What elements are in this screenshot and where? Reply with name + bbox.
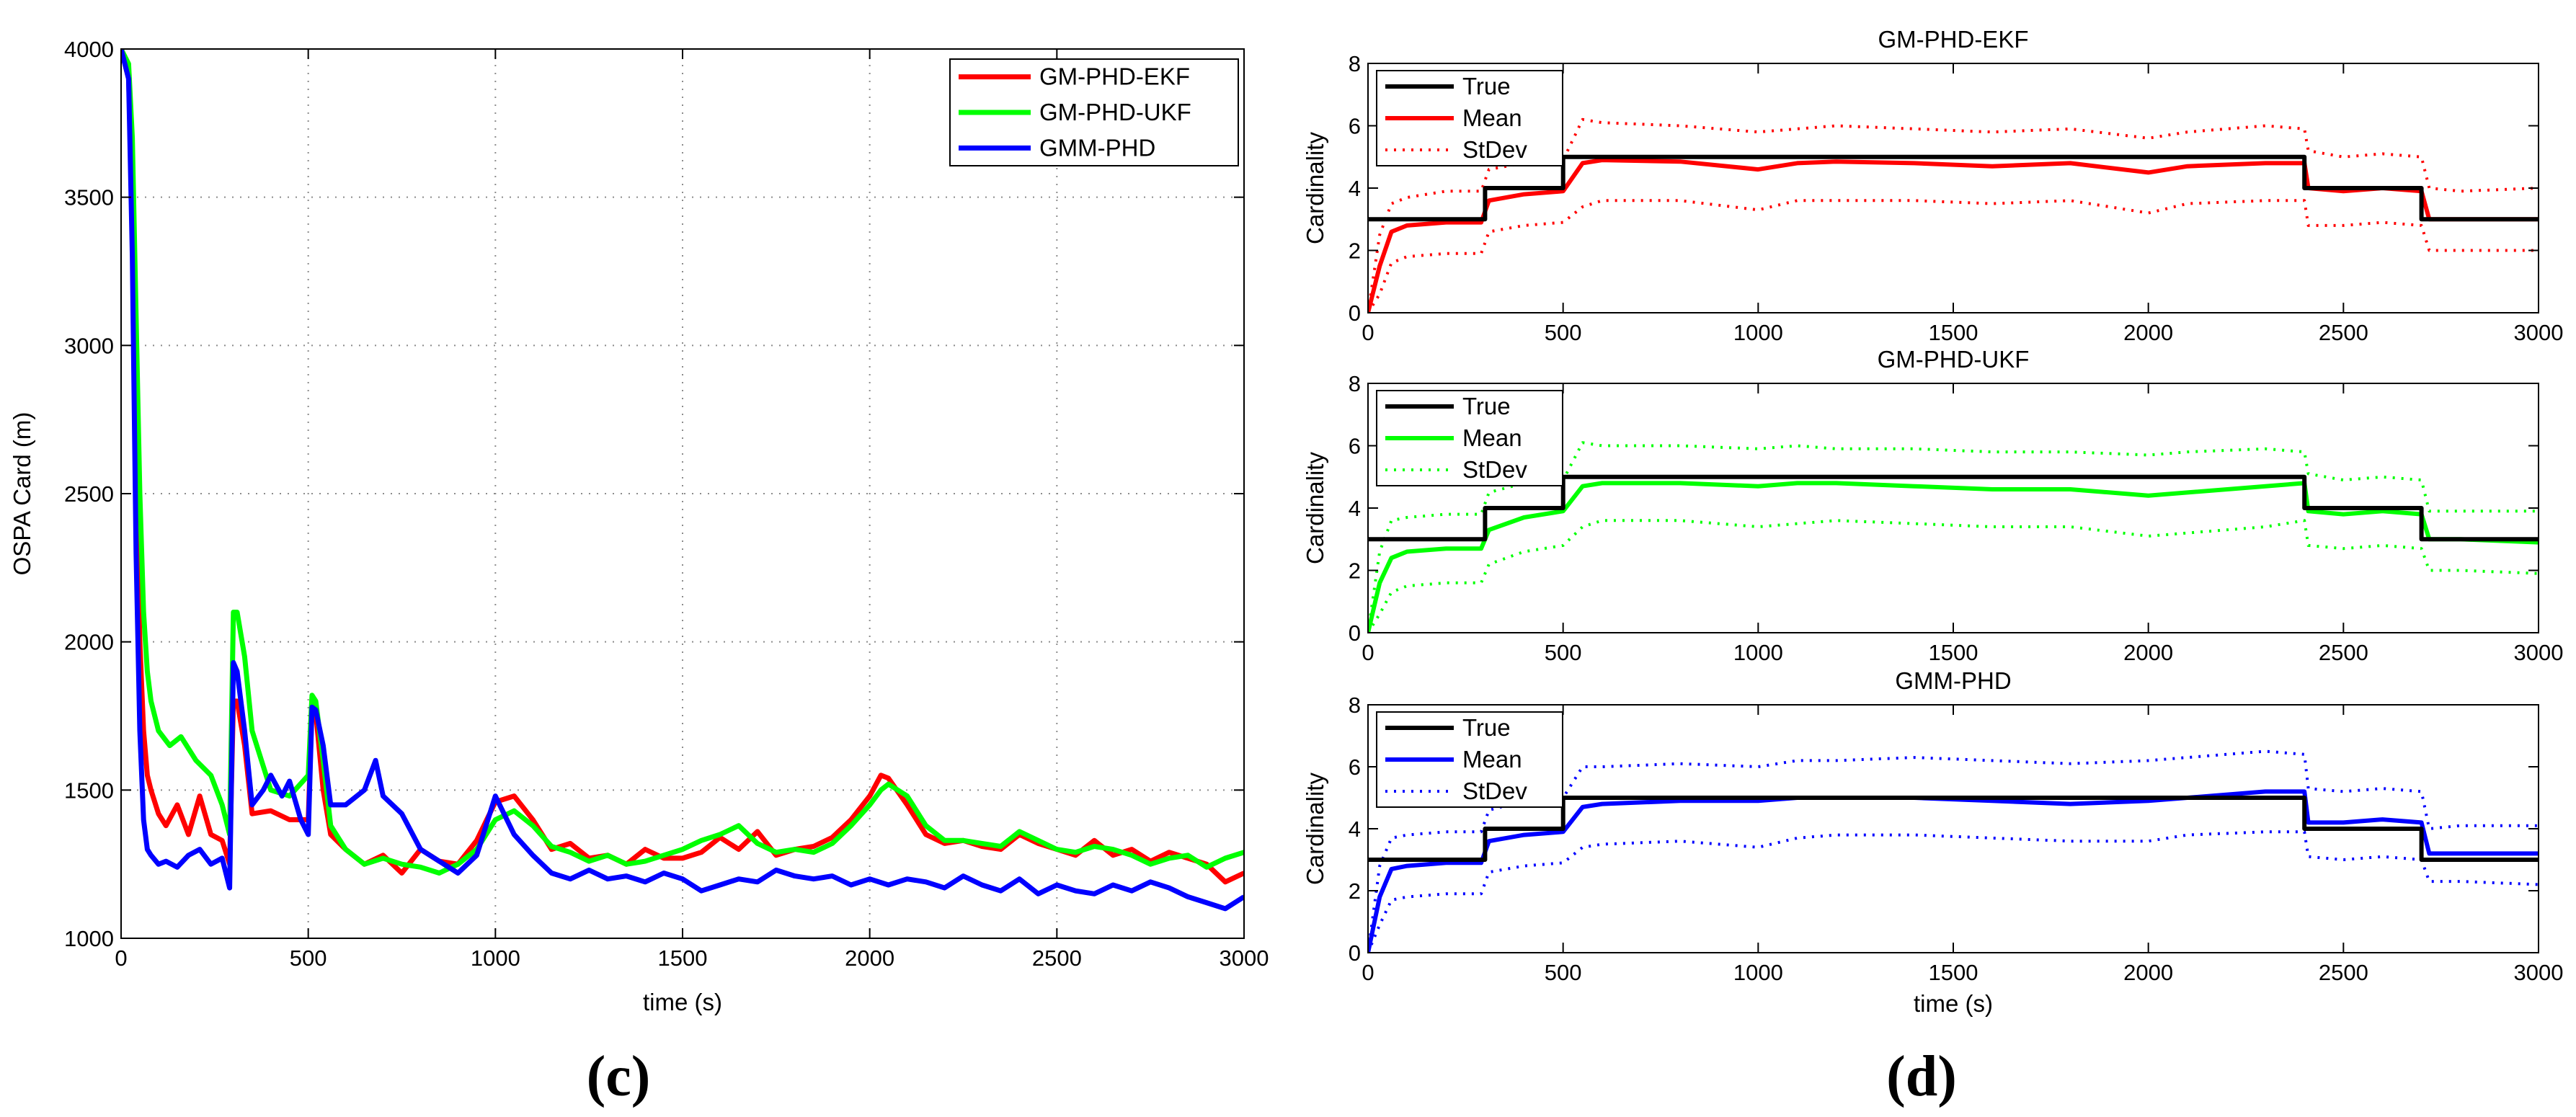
chart-1-x-tick-label-1: 500 — [1545, 320, 1582, 345]
chart-1-x-tick-label-0: 0 — [1362, 320, 1374, 345]
chart-2-series-mean — [1368, 481, 2539, 633]
chart-0-y-tick-label-2: 2000 — [64, 630, 114, 655]
cardinality-chart-ekf: 0 500 1000 1500 2000 2500 3000 0 2 4 6 8 GM-PHD-EKF C… — [1302, 26, 2563, 345]
chart-3-x-tick-label-0: 0 — [1362, 960, 1374, 985]
chart-0-legend-label-gmm-phd: GMM-PHD — [1039, 134, 1155, 161]
chart-2-legend-label-stdev: StDev — [1462, 456, 1527, 483]
chart-3-y-axis-label: Cardinality — [1302, 773, 1328, 885]
chart-0-y-axis-label: OSPA Card (m) — [9, 412, 35, 576]
chart-2-legend: True Mean StDev — [1376, 390, 1563, 486]
chart-2-series-group — [1368, 441, 2539, 633]
chart-2-x-tick-label-6: 3000 — [2514, 640, 2564, 665]
chart-1-x-tick-label-4: 2000 — [2123, 320, 2173, 345]
chart-3-x-tick-label-2: 1000 — [1733, 960, 1783, 985]
chart-0-series-group — [121, 49, 1244, 912]
chart-0-y-tick-label-1: 1500 — [64, 778, 114, 803]
chart-3-x-tick-label-5: 2500 — [2319, 960, 2368, 985]
chart-3-series-stdev — [1368, 749, 2539, 953]
chart-0-x-tick-label-0: 0 — [115, 945, 127, 971]
chart-1-y-tick-label-3: 6 — [1349, 114, 1361, 139]
caption-d: (d) — [1886, 1045, 1957, 1108]
chart-1-y-tick-label-1: 2 — [1349, 239, 1361, 264]
chart-2-legend-label-mean: Mean — [1462, 424, 1522, 451]
chart-3-x-tick-label-4: 2000 — [2123, 960, 2173, 985]
chart-0-y-tick-label-5: 3500 — [64, 185, 114, 210]
chart-2-title: GM-PHD-UKF — [1878, 346, 2030, 373]
chart-1-y-tick-label-4: 8 — [1349, 51, 1361, 76]
chart-2-x-tick-label-2: 1000 — [1733, 640, 1783, 665]
caption-c: (c) — [587, 1045, 651, 1108]
chart-0-x-tick-label-3: 1500 — [658, 945, 708, 971]
chart-2-y-axis-label: Cardinality — [1302, 452, 1328, 564]
chart-2-x-tick-label-3: 1500 — [1929, 640, 1978, 665]
chart-0-x-tick-label-4: 2000 — [845, 945, 894, 971]
chart-1-x-tick-label-6: 3000 — [2514, 320, 2564, 345]
chart-0-x-axis-label: time (s) — [643, 989, 722, 1015]
chart-1-y-axis-label: Cardinality — [1302, 132, 1328, 244]
chart-1-x-tick-label-3: 1500 — [1929, 320, 1978, 345]
chart-1-legend-label-mean: Mean — [1462, 104, 1522, 131]
chart-1-legend: True Mean StDev — [1376, 70, 1563, 166]
chart-1-legend-label-true: True — [1462, 73, 1511, 99]
cardinality-chart-ukf: 0 500 1000 1500 2000 2500 3000 0 2 4 6 8 GM-PHD-UKF C… — [1302, 346, 2563, 665]
chart-3-x-tick-label-6: 3000 — [2514, 960, 2564, 985]
chart-3-series-group — [1368, 749, 2539, 953]
chart-3-legend-label-true: True — [1462, 714, 1511, 741]
chart-0-x-tick-label-1: 500 — [290, 945, 327, 971]
chart-3-legend: True Mean StDev — [1376, 711, 1563, 808]
chart-2-x-tick-label-5: 2500 — [2319, 640, 2368, 665]
chart-2-x-tick-label-1: 500 — [1545, 640, 1582, 665]
chart-3-x-tick-label-1: 500 — [1545, 960, 1582, 985]
chart-1-title: GM-PHD-EKF — [1878, 26, 2029, 53]
chart-0-x-tick-label-5: 2500 — [1032, 945, 1082, 971]
chart-0-series-gmm-phd — [121, 49, 1244, 912]
chart-3-x-tick-label-3: 1500 — [1929, 960, 1978, 985]
chart-2-y-tick-label-0: 0 — [1349, 620, 1361, 646]
chart-0-legend-label-gm-phd-ekf: GM-PHD-EKF — [1039, 63, 1190, 90]
chart-3-y-tick-label-0: 0 — [1349, 940, 1361, 966]
chart-2-series-true — [1368, 474, 2539, 542]
cardinality-chart-gmm: 0 500 1000 1500 2000 2500 3000 0 2 4 6 8 GMM-PHD time… — [1302, 667, 2563, 1017]
chart-2-x-tick-label-0: 0 — [1362, 640, 1374, 665]
chart-0-y-tick-label-3: 2500 — [64, 481, 114, 507]
chart-3-x-axis-label: time (s) — [1914, 990, 1993, 1017]
chart-0-y-tick-label-6: 4000 — [64, 37, 114, 62]
chart-2-y-tick-label-1: 2 — [1349, 558, 1361, 584]
chart-2-y-tick-label-2: 4 — [1349, 496, 1361, 521]
chart-3-legend-label-mean: Mean — [1462, 746, 1522, 773]
chart-0-x-tick-label-6: 3000 — [1220, 945, 1269, 971]
chart-3-title: GMM-PHD — [1895, 667, 2011, 694]
chart-2-y-tick-label-3: 6 — [1349, 434, 1361, 459]
chart-1-series-stdev — [1368, 117, 2539, 313]
chart-3-y-tick-label-1: 2 — [1349, 878, 1361, 904]
chart-1-series-group — [1368, 117, 2539, 313]
chart-1-x-tick-label-5: 2500 — [2319, 320, 2368, 345]
chart-0-legend: GM-PHD-EKF GM-PHD-UKF GMM-PHD — [949, 58, 1239, 166]
chart-3-y-tick-label-4: 8 — [1349, 693, 1361, 718]
chart-1-y-tick-label-0: 0 — [1349, 301, 1361, 326]
chart-1-legend-label-stdev: StDev — [1462, 136, 1527, 163]
chart-0-y-tick-label-0: 1000 — [64, 926, 114, 951]
chart-0-legend-label-gm-phd-ukf: GM-PHD-UKF — [1039, 99, 1191, 125]
chart-3-y-tick-label-2: 4 — [1349, 816, 1361, 842]
chart-3-series-true — [1368, 796, 2539, 862]
chart-0-series-gm-phd-ukf — [121, 49, 1244, 876]
chart-2-legend-label-true: True — [1462, 393, 1511, 419]
chart-1-series-true — [1368, 154, 2539, 222]
chart-0-x-tick-label-2: 1000 — [471, 945, 520, 971]
chart-2-x-tick-label-4: 2000 — [2123, 640, 2173, 665]
chart-3-legend-label-stdev: StDev — [1462, 778, 1527, 804]
chart-2-y-tick-label-4: 8 — [1349, 371, 1361, 396]
chart-1-x-tick-label-2: 1000 — [1733, 320, 1783, 345]
chart-3-y-tick-label-3: 6 — [1349, 755, 1361, 780]
ospa-card-chart: 0 500 1000 1500 2000 2500 3000 1000 1500 2000 2500… — [9, 37, 1269, 1015]
chart-1-y-tick-label-2: 4 — [1349, 176, 1361, 201]
chart-0-y-tick-label-4: 3000 — [64, 333, 114, 358]
